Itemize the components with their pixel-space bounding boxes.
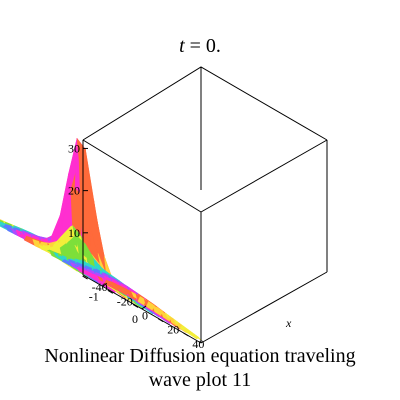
y-tick-mark	[102, 282, 108, 287]
y-axis: -1 0	[82, 274, 202, 344]
x-tick-label: 0	[142, 309, 148, 323]
x-axis: -40 -20 0 20 40 x	[82, 271, 328, 351]
x-tick-mark	[107, 289, 114, 294]
bounding-box-front	[82, 139, 328, 343]
surface-mesh	[0, 137, 202, 341]
y-tick-label: 0	[132, 312, 138, 326]
x-axis-label: x	[285, 316, 292, 330]
x-tick-label: -20	[117, 294, 133, 308]
x-tick-mark	[183, 332, 189, 337]
bounding-box	[82, 66, 328, 275]
x-tick-mark	[132, 304, 139, 308]
x-tick-label: 20	[167, 323, 179, 337]
z-tick-label: 10	[68, 226, 80, 240]
z-axis: 10 20 30	[68, 140, 88, 275]
y-tick-label: -1	[89, 289, 99, 303]
x-tick-mark	[157, 318, 164, 323]
z-tick-label: 30	[68, 141, 80, 155]
figure-caption-line-1: Nonlinear Diffusion equation traveling	[44, 345, 356, 367]
x-tick-label: 40	[192, 337, 204, 351]
z-tick-label: 20	[68, 184, 80, 198]
chart-title: t = 0.	[179, 35, 221, 57]
y-tick-mark	[141, 305, 147, 310]
x-tick-label: -40	[92, 280, 108, 294]
x-tick-mark	[82, 275, 88, 280]
figure-caption-line-2: wave plot 11	[148, 369, 252, 391]
